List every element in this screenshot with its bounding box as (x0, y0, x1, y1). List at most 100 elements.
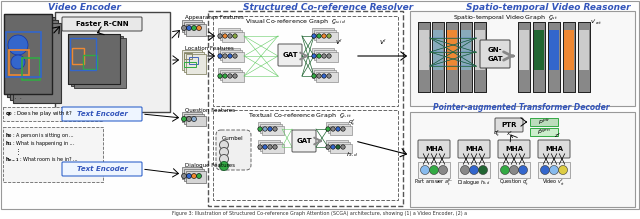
Circle shape (11, 55, 25, 69)
Bar (213, 16, 398, 106)
Circle shape (220, 161, 228, 171)
Circle shape (312, 54, 316, 58)
Bar (474, 22, 486, 92)
Circle shape (258, 145, 262, 149)
Text: GAT: GAT (282, 52, 298, 58)
Bar (519, 30, 529, 70)
Text: Faster R-CNN: Faster R-CNN (76, 21, 128, 27)
Bar (262, 144, 284, 153)
Text: $q_t^r$: $q_t^r$ (493, 129, 500, 139)
Bar (71, 36, 123, 86)
Text: $v'_{at}$: $v'_{at}$ (590, 17, 602, 27)
Circle shape (191, 117, 196, 122)
Circle shape (518, 166, 527, 175)
Bar (326, 122, 348, 131)
Bar (460, 22, 472, 92)
Circle shape (317, 54, 321, 58)
Circle shape (182, 117, 186, 122)
Text: Question Features: Question Features (185, 108, 235, 113)
Bar (182, 167, 202, 179)
Circle shape (326, 145, 330, 149)
Circle shape (331, 145, 335, 149)
Bar (330, 144, 352, 153)
FancyBboxPatch shape (216, 130, 251, 170)
Bar (475, 30, 485, 70)
Text: $\mathbf{q_0}$ : Does he play with it?: $\mathbf{q_0}$ : Does he play with it? (5, 110, 73, 118)
Circle shape (336, 145, 340, 149)
Text: $v'$: $v'$ (335, 37, 343, 47)
Circle shape (322, 74, 326, 78)
Text: GAT: GAT (487, 56, 503, 62)
Bar (433, 30, 443, 70)
Circle shape (186, 117, 191, 122)
Circle shape (341, 145, 345, 149)
FancyBboxPatch shape (62, 162, 142, 176)
Text: Text Encoder: Text Encoder (77, 111, 127, 117)
Bar (563, 22, 575, 92)
Circle shape (233, 54, 237, 58)
Bar (260, 142, 282, 151)
Bar (533, 22, 545, 92)
Circle shape (196, 173, 202, 178)
Bar (419, 30, 429, 70)
Circle shape (196, 25, 202, 30)
Circle shape (263, 145, 268, 149)
Circle shape (312, 34, 316, 38)
Bar (182, 112, 202, 122)
Text: $z^r$: $z^r$ (554, 132, 562, 140)
Bar (533, 22, 545, 92)
Text: Dialogue Features: Dialogue Features (185, 162, 235, 168)
Bar (260, 124, 282, 133)
Circle shape (273, 145, 277, 149)
Text: Pointer-augmented Transformer Decoder: Pointer-augmented Transformer Decoder (433, 102, 609, 111)
Bar (213, 110, 398, 200)
Circle shape (479, 166, 488, 175)
Circle shape (182, 25, 186, 30)
Bar (184, 53, 192, 59)
Bar (182, 50, 202, 70)
Circle shape (8, 35, 28, 55)
Bar (314, 30, 336, 40)
Bar (460, 22, 472, 92)
Circle shape (233, 34, 237, 38)
Circle shape (228, 54, 232, 58)
Bar (410, 112, 635, 207)
Circle shape (191, 25, 196, 30)
Bar (184, 52, 204, 72)
Text: Part answer $a_t^{p_n}$: Part answer $a_t^{p_n}$ (414, 178, 454, 188)
Bar (461, 30, 471, 70)
Text: Visual Co-reference Graph  $\mathcal{G}_{v,id}$: Visual Co-reference Graph $\mathcal{G}_{… (244, 18, 346, 26)
Bar (55, 12, 170, 112)
Bar (6, 32, 41, 77)
Bar (474, 22, 486, 92)
Bar (563, 22, 575, 92)
Circle shape (268, 127, 272, 131)
Bar (418, 162, 450, 178)
Bar (538, 162, 570, 178)
Bar (184, 22, 204, 34)
Circle shape (470, 166, 479, 175)
Bar (68, 34, 120, 84)
Bar (316, 32, 338, 42)
Bar (312, 68, 334, 78)
Circle shape (182, 173, 186, 178)
Bar (530, 128, 558, 136)
Circle shape (268, 145, 272, 149)
Bar (222, 72, 244, 82)
Bar (83, 55, 97, 69)
Bar (218, 68, 240, 78)
Circle shape (322, 54, 326, 58)
Bar (518, 22, 530, 92)
Text: $\vdots$: $\vdots$ (14, 147, 20, 157)
Bar (578, 22, 590, 92)
Circle shape (233, 74, 237, 78)
FancyBboxPatch shape (480, 40, 510, 68)
Text: Figure 3: Illustration of Structured Co-reference Graph Attention (SCGA) archite: Figure 3: Illustration of Structured Co-… (172, 210, 468, 215)
Circle shape (220, 154, 228, 164)
Bar (9, 50, 29, 75)
Circle shape (420, 166, 429, 175)
Circle shape (312, 74, 316, 78)
Circle shape (327, 54, 332, 58)
Text: Question $q_t^r$: Question $q_t^r$ (499, 178, 529, 188)
Bar (72, 48, 84, 64)
